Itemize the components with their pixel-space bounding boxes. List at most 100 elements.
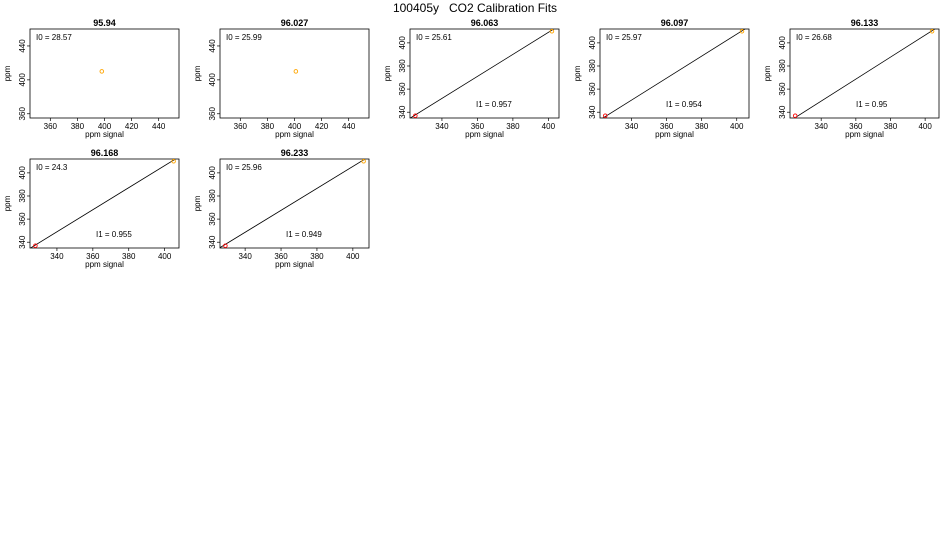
fit-line <box>793 29 936 118</box>
y-tick-label: 360 <box>18 107 27 121</box>
figure-title: 100405y CO2 Calibration Fits <box>392 1 558 15</box>
x-axis-label: ppm signal <box>85 260 124 269</box>
x-tick-label: 400 <box>346 252 360 261</box>
plot-frame <box>789 28 940 119</box>
y-tick-label: 380 <box>588 59 597 73</box>
data-point <box>171 159 176 164</box>
plot-title: 95.94 <box>93 18 116 28</box>
plot-panel-3: 96.063 340 360 380 400 340 360 380 400 ppm signal… <box>383 18 560 139</box>
x-tick-label: 380 <box>71 122 85 131</box>
y-axis-label: ppm <box>383 65 392 81</box>
slope-annotation: I1 = 0.954 <box>666 100 702 109</box>
x-tick-label: 400 <box>542 122 556 131</box>
x-tick-label: 360 <box>44 122 58 131</box>
intercept-annotation: I0 = 25.97 <box>606 33 642 42</box>
data-point <box>929 29 935 34</box>
y-tick-label: 360 <box>208 212 217 226</box>
data-point <box>792 113 798 118</box>
y-tick-label: 340 <box>588 105 597 119</box>
intercept-annotation: I0 = 24.3 <box>36 163 68 172</box>
x-axis-label: ppm signal <box>275 130 314 139</box>
intercept-annotation: I0 = 26.68 <box>796 33 832 42</box>
y-axis-label: ppm <box>3 65 12 81</box>
intercept-annotation: I0 = 25.99 <box>226 33 262 42</box>
x-tick-label: 380 <box>310 252 324 261</box>
y-tick-label: 400 <box>18 166 27 180</box>
data-point <box>549 29 555 34</box>
plot-frame <box>599 28 750 119</box>
y-tick-label: 380 <box>18 189 27 203</box>
x-tick-label: 400 <box>288 122 302 131</box>
x-tick-label: 380 <box>506 122 520 131</box>
slope-annotation: I1 = 0.95 <box>856 100 888 109</box>
fit-line <box>220 159 366 248</box>
y-tick-label: 340 <box>208 235 217 249</box>
plot-panel-6: 96.168 340 360 380 400 340 360 380 400 ppm signal… <box>3 148 180 269</box>
y-tick-label: 380 <box>778 59 787 73</box>
data-point <box>33 243 38 248</box>
y-tick-label: 360 <box>208 107 217 121</box>
x-tick-label: 440 <box>342 122 356 131</box>
x-tick-label: 360 <box>471 122 485 131</box>
y-tick-label: 380 <box>398 59 407 73</box>
y-tick-label: 360 <box>778 82 787 96</box>
x-tick-label: 360 <box>849 122 863 131</box>
plot-frame <box>409 28 560 119</box>
y-tick-label: 440 <box>18 39 27 53</box>
x-tick-label: 360 <box>274 252 288 261</box>
x-axis-label: ppm signal <box>85 130 124 139</box>
data-point <box>293 69 299 74</box>
y-tick-label: 340 <box>398 105 407 119</box>
slope-annotation: I1 = 0.955 <box>96 230 132 239</box>
data-point <box>603 113 608 118</box>
y-tick-label: 360 <box>18 212 27 226</box>
x-tick-label: 340 <box>238 252 252 261</box>
plot-frame <box>219 158 370 249</box>
plot-frame <box>29 158 180 249</box>
x-tick-label: 340 <box>815 122 829 131</box>
x-tick-label: 380 <box>695 122 709 131</box>
y-axis-label: ppm <box>193 195 202 211</box>
y-tick-label: 340 <box>18 235 27 249</box>
plot-title: 96.233 <box>281 148 309 158</box>
plot-panel-1: 95.94 360 380 400 420 440 360 400 440 ppm signal p… <box>3 18 180 139</box>
fit-line <box>410 29 555 118</box>
x-tick-label: 380 <box>122 252 136 261</box>
data-point <box>361 159 366 164</box>
fit-line <box>602 29 746 118</box>
x-tick-label: 360 <box>234 122 248 131</box>
plot-panel-5: 96.133 340 360 380 400 340 360 380 400 ppm signal… <box>763 18 940 139</box>
x-tick-label: 360 <box>86 252 100 261</box>
plot-title: 96.027 <box>281 18 309 28</box>
data-point <box>99 69 105 74</box>
x-tick-label: 400 <box>730 122 744 131</box>
plot-panel-4: 96.097 340 360 380 400 340 360 380 400 ppm signal… <box>573 18 750 139</box>
plot-title: 96.133 <box>851 18 879 28</box>
x-tick-label: 340 <box>625 122 639 131</box>
x-axis-label: ppm signal <box>465 130 504 139</box>
y-axis-label: ppm <box>763 65 772 81</box>
y-axis-label: ppm <box>193 65 202 81</box>
intercept-annotation: I0 = 28.57 <box>36 33 72 42</box>
plot-panel-2: 96.027 360 380 400 420 440 360 400 440 ppm signal… <box>193 18 370 139</box>
y-tick-label: 400 <box>398 36 407 50</box>
y-tick-label: 360 <box>588 82 597 96</box>
x-tick-label: 400 <box>918 122 932 131</box>
x-tick-label: 380 <box>884 122 898 131</box>
y-axis-label: ppm <box>3 195 12 211</box>
y-tick-label: 400 <box>208 73 217 87</box>
y-tick-label: 400 <box>588 36 597 50</box>
plot-title: 96.063 <box>471 18 499 28</box>
x-axis-label: ppm signal <box>275 260 314 269</box>
plot-frame <box>219 28 370 119</box>
intercept-annotation: I0 = 25.61 <box>416 33 452 42</box>
x-tick-label: 420 <box>315 122 329 131</box>
plot-title: 96.097 <box>661 18 689 28</box>
fit-line <box>30 159 177 248</box>
y-tick-label: 400 <box>778 36 787 50</box>
y-tick-label: 380 <box>208 189 217 203</box>
plot-frame <box>29 28 180 119</box>
y-tick-label: 340 <box>778 105 787 119</box>
y-axis-label: ppm <box>573 65 582 81</box>
